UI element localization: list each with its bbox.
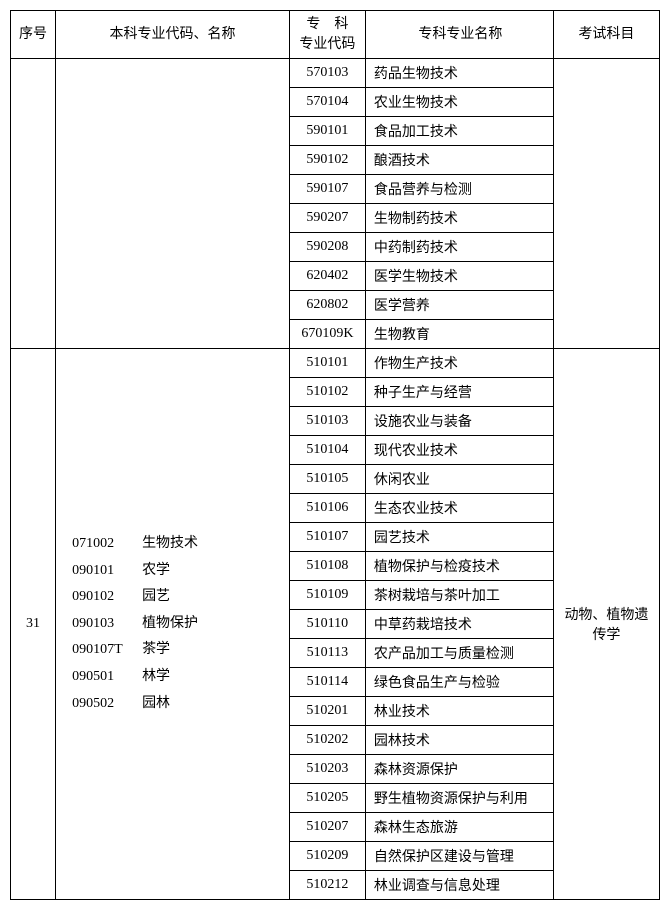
cell-spcode: 510108 bbox=[290, 552, 366, 581]
header-seq: 序号 bbox=[11, 11, 56, 59]
cell-spname: 农业生物技术 bbox=[365, 88, 553, 117]
cell-spname: 生物制药技术 bbox=[365, 204, 553, 233]
cell-spcode: 510105 bbox=[290, 465, 366, 494]
header-spcode: 专 科专业代码 bbox=[290, 11, 366, 59]
cell-spcode: 570104 bbox=[290, 88, 366, 117]
cell-spcode: 570103 bbox=[290, 59, 366, 88]
cell-spcode: 510202 bbox=[290, 726, 366, 755]
header-spname: 专科专业名称 bbox=[365, 11, 553, 59]
cell-spname: 野生植物资源保护与利用 bbox=[365, 784, 553, 813]
table-row: 570103药品生物技术 bbox=[11, 59, 660, 88]
cell-spcode: 510101 bbox=[290, 349, 366, 378]
cell-spname: 森林资源保护 bbox=[365, 755, 553, 784]
cell-spname: 茶树栽培与茶叶加工 bbox=[365, 581, 553, 610]
cell-spcode: 510113 bbox=[290, 639, 366, 668]
cell-spname: 现代农业技术 bbox=[365, 436, 553, 465]
cell-spcode: 620802 bbox=[290, 291, 366, 320]
cell-spcode: 510109 bbox=[290, 581, 366, 610]
cell-spname: 生态农业技术 bbox=[365, 494, 553, 523]
cell-spcode: 510207 bbox=[290, 813, 366, 842]
table-row: 31071002生物技术090101农学090102园艺090103植物保护09… bbox=[11, 349, 660, 378]
cell-spcode: 510110 bbox=[290, 610, 366, 639]
cell-spname: 植物保护与检疫技术 bbox=[365, 552, 553, 581]
cell-spname: 园林技术 bbox=[365, 726, 553, 755]
cell-spname: 食品加工技术 bbox=[365, 117, 553, 146]
cell-spname: 农产品加工与质量检测 bbox=[365, 639, 553, 668]
cell-seq: 31 bbox=[11, 349, 56, 900]
cell-spname: 生物教育 bbox=[365, 320, 553, 349]
cell-spname: 医学营养 bbox=[365, 291, 553, 320]
cell-spcode: 510103 bbox=[290, 407, 366, 436]
cell-spname: 林业调查与信息处理 bbox=[365, 871, 553, 900]
cell-spname: 酿酒技术 bbox=[365, 146, 553, 175]
cell-spcode: 510212 bbox=[290, 871, 366, 900]
cell-spname: 休闲农业 bbox=[365, 465, 553, 494]
cell-spcode: 510203 bbox=[290, 755, 366, 784]
cell-spcode: 510201 bbox=[290, 697, 366, 726]
cell-spname: 食品营养与检测 bbox=[365, 175, 553, 204]
cell-spcode: 590101 bbox=[290, 117, 366, 146]
cell-spname: 中药制药技术 bbox=[365, 233, 553, 262]
cell-spcode: 510102 bbox=[290, 378, 366, 407]
header-exam: 考试科目 bbox=[553, 11, 659, 59]
cell-exam: 动物、植物遗传学 bbox=[553, 349, 659, 900]
cell-spname: 自然保护区建设与管理 bbox=[365, 842, 553, 871]
cell-spcode: 620402 bbox=[290, 262, 366, 291]
cell-spcode: 590102 bbox=[290, 146, 366, 175]
cell-spname: 森林生态旅游 bbox=[365, 813, 553, 842]
cell-spname: 设施农业与装备 bbox=[365, 407, 553, 436]
cell-spname: 林业技术 bbox=[365, 697, 553, 726]
cell-spname: 医学生物技术 bbox=[365, 262, 553, 291]
program-table: 序号 本科专业代码、名称 专 科专业代码 专科专业名称 考试科目 570103药… bbox=[10, 10, 660, 900]
cell-exam bbox=[553, 59, 659, 349]
table-body: 570103药品生物技术570104农业生物技术590101食品加工技术5901… bbox=[11, 59, 660, 900]
cell-spcode: 510205 bbox=[290, 784, 366, 813]
cell-seq bbox=[11, 59, 56, 349]
cell-spcode: 510107 bbox=[290, 523, 366, 552]
cell-spcode: 590207 bbox=[290, 204, 366, 233]
cell-spcode: 510106 bbox=[290, 494, 366, 523]
cell-spcode: 590208 bbox=[290, 233, 366, 262]
cell-spname: 作物生产技术 bbox=[365, 349, 553, 378]
cell-spcode: 510114 bbox=[290, 668, 366, 697]
cell-spcode: 590107 bbox=[290, 175, 366, 204]
cell-spname: 中草药栽培技术 bbox=[365, 610, 553, 639]
cell-spname: 种子生产与经营 bbox=[365, 378, 553, 407]
cell-spname: 园艺技术 bbox=[365, 523, 553, 552]
cell-spname: 药品生物技术 bbox=[365, 59, 553, 88]
cell-spname: 绿色食品生产与检验 bbox=[365, 668, 553, 697]
cell-spcode: 510209 bbox=[290, 842, 366, 871]
cell-spcode: 510104 bbox=[290, 436, 366, 465]
header-row: 序号 本科专业代码、名称 专 科专业代码 专科专业名称 考试科目 bbox=[11, 11, 660, 59]
cell-major: 071002生物技术090101农学090102园艺090103植物保护0901… bbox=[56, 349, 290, 900]
cell-major bbox=[56, 59, 290, 349]
cell-spcode: 670109K bbox=[290, 320, 366, 349]
header-major: 本科专业代码、名称 bbox=[56, 11, 290, 59]
